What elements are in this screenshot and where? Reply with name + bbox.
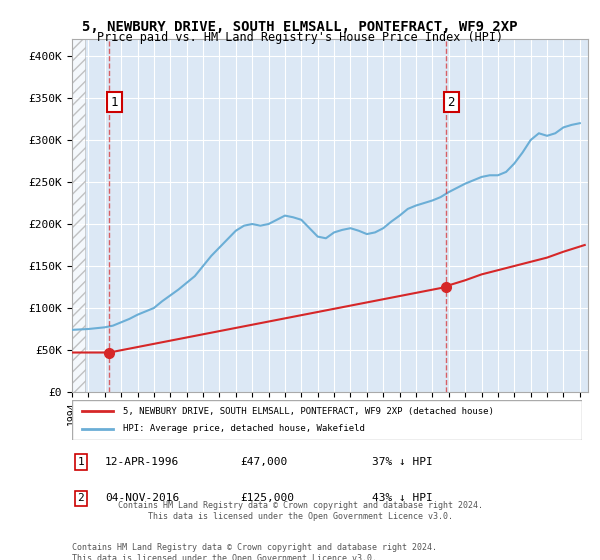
Text: 1: 1 xyxy=(77,457,85,467)
Text: 2: 2 xyxy=(448,96,455,109)
Text: Contains HM Land Registry data © Crown copyright and database right 2024.
This d: Contains HM Land Registry data © Crown c… xyxy=(72,543,437,560)
Text: HPI: Average price, detached house, Wakefield: HPI: Average price, detached house, Wake… xyxy=(123,424,365,433)
Polygon shape xyxy=(72,39,85,392)
Text: 37% ↓ HPI: 37% ↓ HPI xyxy=(372,457,433,467)
FancyBboxPatch shape xyxy=(72,400,582,440)
Text: Price paid vs. HM Land Registry's House Price Index (HPI): Price paid vs. HM Land Registry's House … xyxy=(97,31,503,44)
Text: 04-NOV-2016: 04-NOV-2016 xyxy=(105,493,179,503)
Text: Contains HM Land Registry data © Crown copyright and database right 2024.
This d: Contains HM Land Registry data © Crown c… xyxy=(118,501,482,521)
Text: 12-APR-1996: 12-APR-1996 xyxy=(105,457,179,467)
Text: £47,000: £47,000 xyxy=(240,457,287,467)
Text: 2: 2 xyxy=(77,493,85,503)
Text: 5, NEWBURY DRIVE, SOUTH ELMSALL, PONTEFRACT, WF9 2XP: 5, NEWBURY DRIVE, SOUTH ELMSALL, PONTEFR… xyxy=(82,20,518,34)
Text: 1: 1 xyxy=(110,96,118,109)
Text: 43% ↓ HPI: 43% ↓ HPI xyxy=(372,493,433,503)
Text: £125,000: £125,000 xyxy=(240,493,294,503)
Text: 5, NEWBURY DRIVE, SOUTH ELMSALL, PONTEFRACT, WF9 2XP (detached house): 5, NEWBURY DRIVE, SOUTH ELMSALL, PONTEFR… xyxy=(123,407,494,416)
